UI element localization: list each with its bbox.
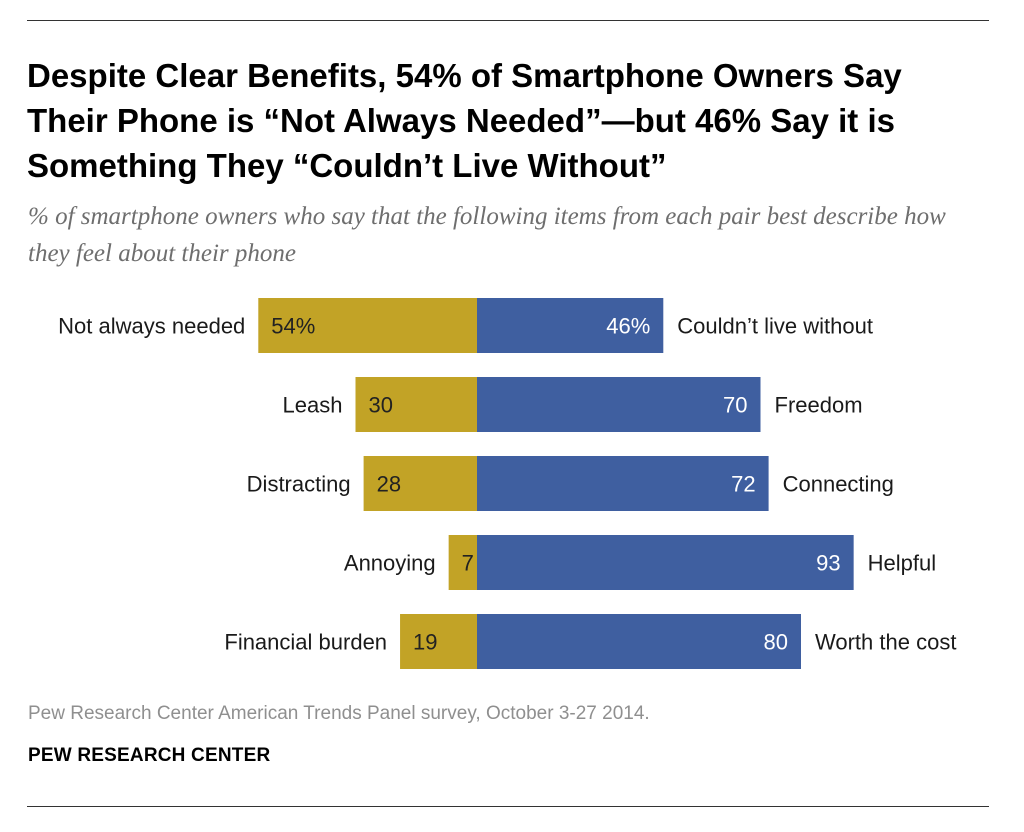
right-bar <box>477 614 801 669</box>
left-bar <box>363 456 477 511</box>
right-bar <box>477 298 664 353</box>
left-category-label: Distracting <box>247 472 351 497</box>
brand-name: PEW RESEARCH CENTER <box>28 745 271 766</box>
top-rule <box>27 20 989 21</box>
right-bar <box>477 456 769 511</box>
left-value-label: 19 <box>413 630 437 655</box>
left-category-label: Annoying <box>344 551 436 576</box>
right-category-label: Helpful <box>868 551 936 576</box>
chart-subtitle: % of smartphone owners who say that the … <box>28 203 946 267</box>
left-value-label: 54% <box>271 314 315 339</box>
right-value-label: 46% <box>606 314 650 339</box>
right-value-label: 70 <box>723 393 747 418</box>
right-bar <box>477 535 854 590</box>
left-bar <box>448 535 477 590</box>
left-bar <box>258 298 477 353</box>
right-category-label: Freedom <box>775 393 863 418</box>
right-category-label: Connecting <box>783 472 894 497</box>
left-category-label: Leash <box>283 393 343 418</box>
left-bar <box>355 377 477 432</box>
diverging-bar-chart: 54% 46% Not always needed Couldn’t live wit… <box>58 298 956 669</box>
right-value-label: 72 <box>731 472 755 497</box>
left-category-label: Financial burden <box>224 630 387 655</box>
right-category-label: Worth the cost <box>815 630 956 655</box>
chart-title: Despite Clear Benefits, 54% of Smartphon… <box>27 57 902 184</box>
right-value-label: 80 <box>764 630 788 655</box>
left-value-label: 30 <box>369 393 393 418</box>
left-bar <box>400 614 477 669</box>
right-bar <box>477 377 761 432</box>
right-value-label: 93 <box>816 551 840 576</box>
left-category-label: Not always needed <box>58 314 245 339</box>
left-value-label: 28 <box>377 472 401 497</box>
source-note: Pew Research Center American Trends Pane… <box>28 703 650 724</box>
bottom-rule <box>27 806 989 807</box>
right-category-label: Couldn’t live without <box>677 314 873 339</box>
left-value-label: 7 <box>462 551 474 576</box>
